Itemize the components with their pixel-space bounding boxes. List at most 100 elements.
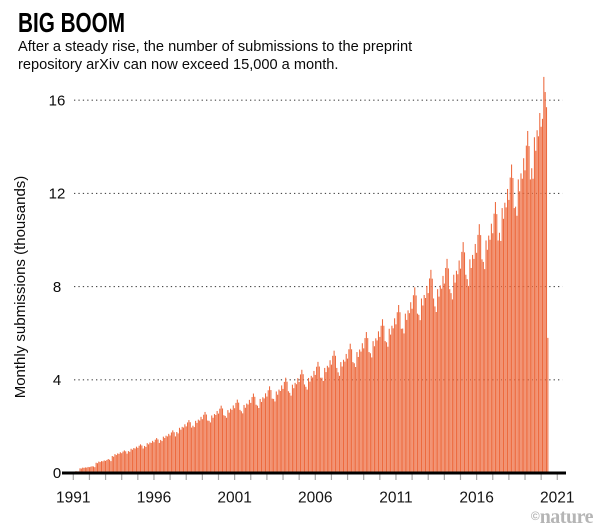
bar: [88, 467, 90, 474]
bar: [275, 391, 277, 473]
bar: [403, 333, 405, 473]
bar: [114, 454, 116, 473]
bar: [375, 338, 377, 473]
bar: [416, 313, 418, 473]
bar: [273, 398, 275, 473]
bar: [369, 353, 371, 473]
bar: [150, 442, 152, 473]
bar: [137, 447, 139, 473]
bar: [357, 356, 359, 473]
bar: [242, 413, 244, 473]
x-tick-label: 1996: [137, 490, 171, 507]
bar: [381, 319, 384, 473]
bar: [494, 202, 496, 473]
bar: [224, 415, 226, 473]
bar: [476, 252, 478, 473]
bar: [336, 367, 338, 473]
bar: [373, 346, 375, 473]
bar: [263, 398, 265, 473]
bar: [200, 416, 202, 473]
bar: [536, 130, 538, 473]
bar: [504, 202, 506, 473]
bar: [525, 145, 527, 473]
bar: [450, 293, 452, 473]
bar: [481, 259, 483, 473]
bar: [161, 441, 163, 473]
bar: [356, 352, 358, 473]
bar: [408, 313, 410, 473]
bar: [269, 386, 271, 473]
chart-subtitle-line1: After a steady rise, the number of submi…: [18, 39, 413, 55]
bar: [223, 415, 225, 473]
bar: [410, 302, 412, 473]
bar: [158, 442, 160, 473]
bar: [180, 429, 182, 473]
bar: [383, 325, 385, 473]
bar: [176, 431, 178, 473]
bar: [351, 349, 353, 473]
bar: [406, 319, 408, 473]
bar: [447, 268, 449, 473]
bar: [250, 402, 252, 473]
bar: [334, 355, 336, 473]
bar: [414, 287, 416, 473]
bar: [380, 325, 382, 473]
bar: [226, 417, 228, 473]
bar: [352, 362, 354, 473]
bar: [400, 328, 402, 473]
bar: [289, 392, 291, 473]
bar: [532, 178, 534, 473]
bar: [419, 320, 421, 473]
bar: [173, 432, 175, 473]
bar: [390, 334, 392, 473]
bar: [299, 374, 302, 473]
bar: [258, 407, 260, 473]
bar: [213, 414, 215, 473]
bar: [338, 375, 341, 473]
bar: [99, 462, 101, 473]
bar: [459, 268, 462, 473]
bar: [182, 427, 185, 473]
bar: [541, 118, 544, 473]
x-tick-label: 2011: [379, 490, 412, 507]
bar: [345, 353, 347, 473]
bar: [454, 282, 456, 473]
bar: [415, 295, 417, 473]
bar: [340, 362, 342, 473]
bar: [129, 451, 131, 473]
bar: [451, 299, 453, 473]
bar: [511, 164, 513, 473]
bar: [105, 460, 107, 473]
nature-credit: ©nature: [531, 506, 594, 529]
bar: [172, 430, 174, 473]
bar: [527, 130, 529, 473]
bar: [368, 352, 370, 473]
bar: [353, 363, 355, 473]
bar: [166, 436, 168, 473]
bar: [520, 173, 522, 474]
bar: [106, 459, 108, 473]
bar: [363, 348, 365, 474]
bar: [170, 432, 172, 473]
bar: [477, 234, 479, 473]
bar: [217, 413, 220, 473]
bar: [267, 390, 269, 473]
bar: [308, 377, 310, 473]
bar: [126, 453, 128, 473]
bar: [341, 366, 343, 473]
bar: [329, 360, 331, 473]
bar: [388, 328, 390, 473]
bar: [355, 366, 357, 474]
bar: [220, 405, 222, 473]
bar: [259, 398, 261, 473]
bar: [139, 444, 142, 473]
bar: [396, 312, 398, 473]
bar: [321, 377, 323, 473]
bar: [133, 448, 135, 473]
bar: [407, 310, 409, 473]
bar: [184, 424, 186, 473]
bar: [457, 274, 459, 473]
bar: [156, 438, 158, 473]
bar: [435, 312, 437, 473]
